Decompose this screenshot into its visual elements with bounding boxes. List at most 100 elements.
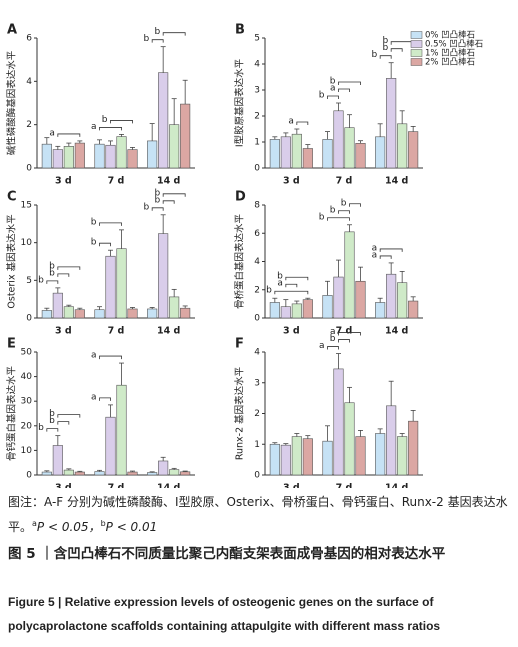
bar	[322, 440, 333, 476]
figure-note: 图注：A-F 分别为碱性磷酸酶、Ⅰ型胶原、Osterix、骨桥蛋白、骨钙蛋白、R…	[8, 492, 508, 538]
bar	[355, 280, 366, 319]
y-tick-label: 3	[254, 86, 260, 96]
bar	[302, 438, 313, 476]
bar	[291, 133, 302, 169]
y-tick-label: 10	[21, 238, 33, 248]
bar	[63, 469, 74, 476]
figure-title-en: Figure 5 | Relative expression levels of…	[8, 595, 441, 633]
bar	[291, 303, 302, 319]
significance-bracket	[379, 255, 392, 259]
significance-bracket	[162, 193, 186, 197]
significance-label: a	[319, 341, 325, 351]
bar	[94, 143, 105, 169]
bar	[94, 309, 105, 319]
bar	[158, 72, 169, 169]
bar	[386, 273, 397, 319]
bar	[105, 144, 116, 169]
x-tick-label: 14 d	[157, 176, 180, 187]
y-tick-label: 0	[26, 164, 32, 174]
significance-bracket	[296, 121, 309, 125]
x-tick-label: 14 d	[385, 483, 408, 489]
significance-bracket	[327, 217, 350, 221]
significance-bracket	[46, 280, 59, 284]
bar	[408, 420, 419, 476]
bar	[344, 127, 355, 169]
bar	[333, 368, 344, 476]
y-tick-label: 15	[21, 201, 32, 211]
x-tick-label: 3 d	[55, 176, 72, 187]
significance-bracket	[57, 414, 81, 418]
bar	[386, 78, 397, 169]
bar	[280, 136, 291, 169]
y-tick-label: 2	[26, 120, 32, 130]
bar	[147, 308, 158, 319]
significance-label: a	[330, 327, 336, 337]
bar	[344, 402, 355, 476]
bar	[169, 124, 180, 169]
bar	[169, 296, 180, 319]
y-axis-label: 骨钙蛋白基因表达水平	[6, 366, 18, 462]
panel-label: D	[235, 190, 246, 205]
significance-label: b	[49, 261, 55, 271]
bar	[63, 306, 74, 319]
bar	[180, 471, 191, 476]
bar	[105, 255, 116, 319]
bar	[397, 123, 408, 169]
y-tick-label: 0	[254, 164, 260, 174]
significance-bracket	[338, 339, 350, 343]
significance-bracket	[57, 421, 70, 425]
significance-bracket	[99, 242, 111, 247]
significance-bracket	[338, 88, 350, 92]
bar	[169, 469, 180, 476]
significance-label: b	[102, 115, 108, 125]
significance-label: b	[277, 272, 283, 282]
x-tick-label: 14 d	[385, 326, 408, 337]
y-tick-label: 1	[254, 138, 260, 148]
significance-label: b	[154, 27, 160, 37]
y-tick-label: 50	[21, 348, 33, 358]
significance-label: b	[49, 409, 55, 419]
significance-bracket	[327, 346, 339, 350]
x-tick-label: 14 d	[157, 483, 180, 489]
significance-label: b	[143, 202, 149, 212]
legend-label: 2% 凹凸棒石	[425, 57, 475, 68]
bar	[52, 292, 63, 319]
legend-swatch	[410, 49, 423, 57]
significance-bracket	[57, 273, 70, 277]
significance-label: b	[38, 423, 44, 433]
significance-label: b	[319, 212, 325, 222]
bar	[127, 471, 138, 476]
note-sig: P < 0.01	[105, 520, 158, 534]
legend-label: 1% 凹凸棒石	[425, 48, 475, 59]
bar	[375, 433, 386, 476]
bar	[116, 384, 127, 476]
y-tick-label: 40	[21, 372, 33, 382]
legend-swatch	[410, 58, 423, 66]
bar	[333, 276, 344, 319]
bar	[52, 445, 63, 476]
significance-bracket	[379, 55, 392, 59]
x-tick-label: 3 d	[283, 483, 300, 489]
bar	[322, 139, 333, 169]
y-tick-label: 4	[254, 60, 260, 70]
significance-bracket	[338, 81, 361, 85]
significance-label: b	[266, 286, 272, 296]
bar	[158, 460, 169, 476]
bar	[74, 471, 85, 476]
bar	[127, 149, 138, 169]
bar	[355, 143, 366, 169]
bar	[397, 436, 408, 476]
y-tick-label: 0	[254, 471, 260, 481]
x-tick-label: 7 d	[108, 483, 125, 489]
bar	[408, 131, 419, 169]
panel-label: E	[7, 337, 16, 352]
significance-bracket	[110, 120, 133, 124]
significance-label: a	[372, 250, 378, 260]
panel-label: C	[7, 190, 17, 205]
significance-label: b	[341, 198, 347, 208]
significance-label: b	[154, 188, 160, 198]
significance-label: b	[49, 416, 55, 426]
significance-bracket	[274, 290, 309, 295]
